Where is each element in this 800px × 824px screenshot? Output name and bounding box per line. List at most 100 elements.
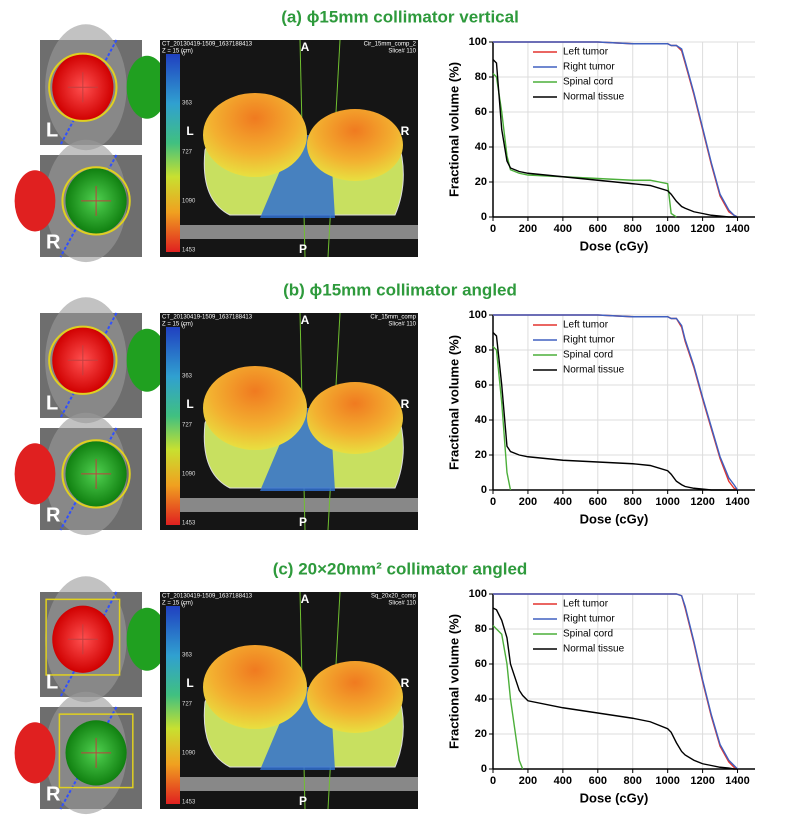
y-tick-label: 60 [475, 379, 487, 391]
ct-plan: Cir_15mm_comp_2 [364, 42, 417, 48]
bev-label: R [46, 504, 61, 526]
y-axis-label: Fractional volume (%) [446, 335, 461, 470]
other-target [14, 170, 56, 232]
colorbar-label: 1453 [182, 800, 196, 806]
collimator-field [61, 439, 131, 509]
colorbar-label: 727 [182, 423, 193, 429]
colorbar-label: 0 [182, 52, 186, 58]
colorbar [166, 327, 180, 525]
ct-header: CT_20130419-1509_1637188413 [162, 42, 253, 48]
orientation-label: P [299, 794, 307, 808]
x-tick-label: 1400 [725, 496, 749, 508]
orientation-label: L [186, 124, 193, 138]
collimator-field [45, 598, 121, 676]
legend-label: Left tumor [563, 320, 609, 331]
series-line [492, 346, 512, 491]
y-tick-label: 20 [475, 728, 487, 740]
orientation-label: A [301, 313, 310, 327]
series-line [493, 314, 738, 491]
legend-label: Normal tissue [563, 365, 625, 376]
x-tick-label: 0 [490, 496, 496, 508]
bev-label: R [46, 231, 61, 253]
y-tick-label: 40 [475, 141, 487, 153]
colorbar-label: 0 [182, 325, 186, 331]
series-line [493, 593, 738, 770]
colorbar-label: 1090 [182, 199, 196, 205]
x-tick-label: 1200 [690, 496, 714, 508]
collimator-field [61, 166, 131, 236]
orientation-label: L [186, 397, 193, 411]
orientation-label: R [401, 124, 410, 138]
y-tick-label: 40 [475, 693, 487, 705]
x-tick-label: 400 [554, 775, 572, 787]
series-line [493, 41, 738, 218]
chart-title: (b) ϕ15mm collimator angled [283, 280, 517, 299]
orientation-label: A [301, 592, 310, 606]
series-line [492, 607, 738, 770]
y-axis-label: Fractional volume (%) [446, 62, 461, 197]
x-tick-label: 800 [624, 775, 642, 787]
x-tick-label: 600 [589, 775, 607, 787]
series-line [493, 314, 739, 491]
y-tick-label: 100 [469, 588, 487, 600]
bev-label: L [46, 392, 58, 414]
colorbar-label: 727 [182, 702, 193, 708]
collimator-field [48, 52, 118, 122]
x-tick-label: 0 [490, 223, 496, 235]
colorbar-label: 0 [182, 604, 186, 610]
dose-lobe [203, 645, 307, 729]
colorbar [166, 606, 180, 804]
couch [180, 777, 418, 791]
series-line [492, 59, 738, 218]
y-tick-label: 0 [481, 763, 487, 775]
x-tick-label: 200 [519, 775, 537, 787]
legend-label: Right tumor [563, 614, 615, 625]
series-line [492, 332, 738, 491]
y-tick-label: 0 [481, 484, 487, 496]
y-tick-label: 20 [475, 176, 487, 188]
legend-label: Spinal cord [563, 350, 613, 361]
other-target [14, 443, 56, 505]
x-axis-label: Dose (cGy) [580, 238, 649, 253]
ct-plan: Sq_20x20_comp [371, 594, 417, 600]
y-tick-label: 0 [481, 211, 487, 223]
x-tick-label: 200 [519, 223, 537, 235]
other-target [126, 55, 168, 119]
y-tick-label: 40 [475, 414, 487, 426]
other-target [126, 607, 168, 671]
beam-line [59, 706, 118, 810]
orientation-label: P [299, 515, 307, 529]
collimator-field [58, 713, 134, 789]
x-tick-label: 800 [624, 496, 642, 508]
chart-title: (a) ϕ15mm collimator vertical [281, 7, 519, 26]
dose-lobe [307, 109, 403, 181]
y-tick-label: 80 [475, 623, 487, 635]
x-tick-label: 1200 [690, 775, 714, 787]
x-tick-label: 1400 [725, 223, 749, 235]
other-target [126, 328, 168, 392]
series-line [493, 41, 738, 218]
ct-header: CT_20130419-1509_1637188413 [162, 315, 253, 321]
y-tick-label: 20 [475, 449, 487, 461]
y-tick-label: 60 [475, 106, 487, 118]
beam-line [59, 427, 118, 531]
couch [180, 498, 418, 512]
dose-lobe [203, 93, 307, 177]
y-tick-label: 100 [469, 309, 487, 321]
orientation-label: R [401, 397, 410, 411]
colorbar-label: 363 [182, 653, 193, 659]
ct-z: Z = 15 (cm) [162, 601, 193, 607]
orientation-label: R [401, 676, 410, 690]
x-tick-label: 0 [490, 775, 496, 787]
beam-line [59, 154, 118, 258]
series-line [493, 593, 739, 770]
orientation-label: L [186, 676, 193, 690]
bev-label: L [46, 671, 58, 693]
bev-label: R [46, 783, 61, 805]
y-tick-label: 60 [475, 658, 487, 670]
colorbar-label: 363 [182, 374, 193, 380]
other-target [14, 722, 56, 784]
orientation-label: P [299, 242, 307, 256]
bev-label: L [46, 119, 58, 141]
